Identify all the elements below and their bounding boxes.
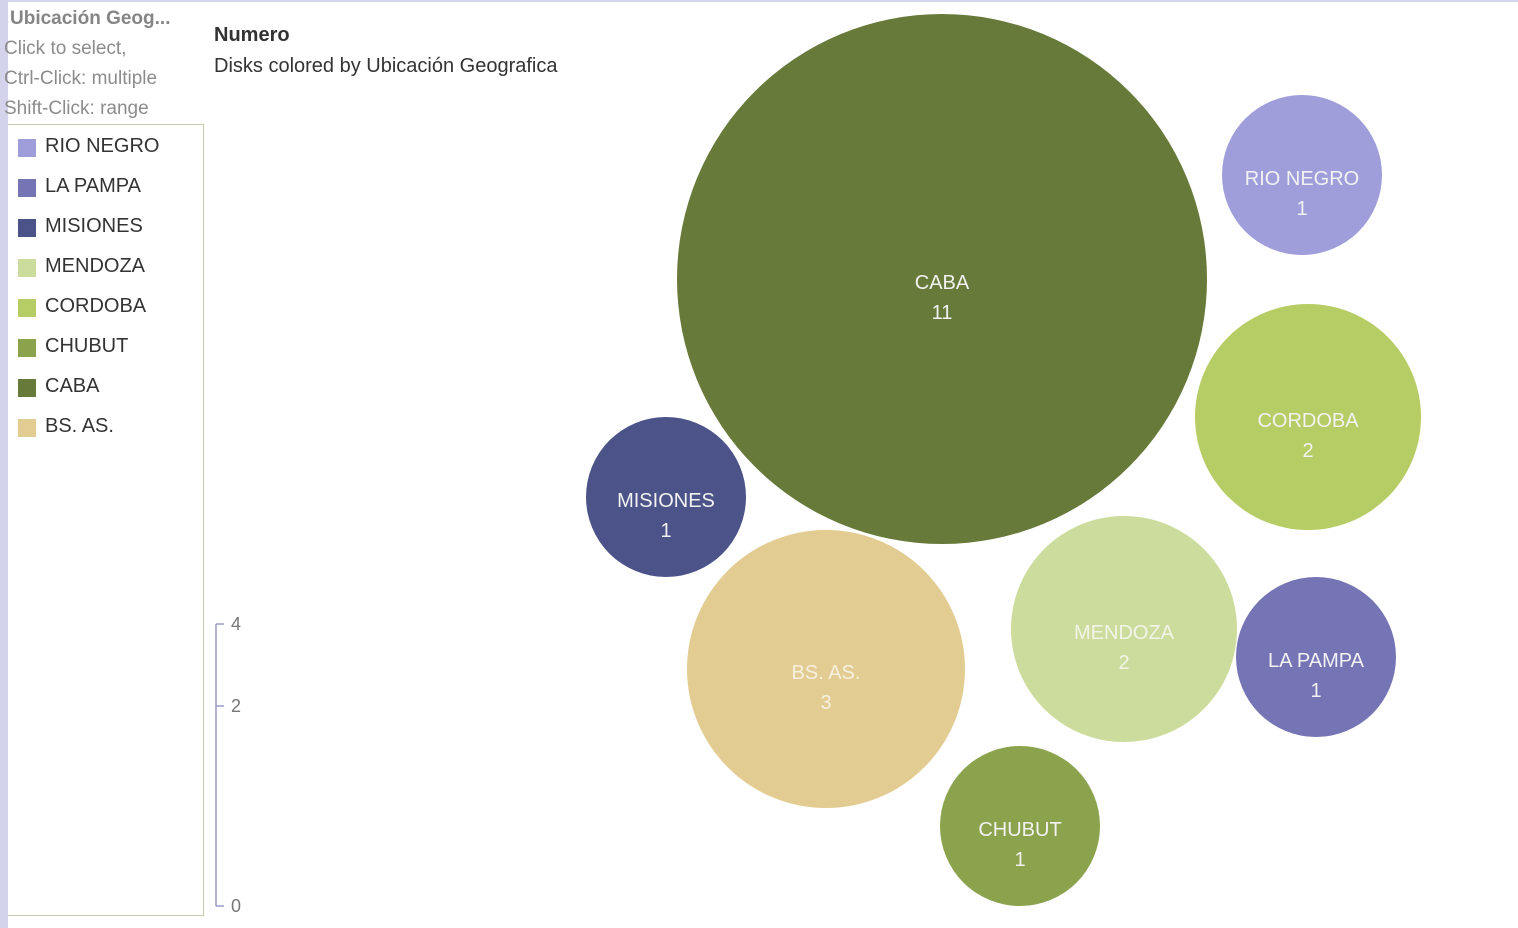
legend-help-click: Click to select, [4, 38, 127, 59]
legend-swatch [18, 179, 36, 197]
bubble-disk[interactable] [687, 530, 965, 808]
bubble-la-pampa[interactable]: LA PAMPA 1 [1236, 577, 1396, 737]
legend-swatch [18, 139, 36, 157]
bubble-disk[interactable] [1011, 516, 1237, 742]
size-scale: 4 2 0 [215, 614, 241, 916]
bubble-chubut[interactable]: CHUBUT 1 [940, 746, 1100, 906]
size-scale-label: 0 [231, 896, 241, 916]
bubble-value-label: 1 [1310, 680, 1321, 702]
legend-item-label: CABA [45, 375, 100, 397]
legend-list-box [8, 124, 204, 916]
bubble-name-label: MISIONES [617, 490, 715, 512]
legend-swatch [18, 219, 36, 237]
legend-title: Ubicación Geog... [10, 8, 171, 29]
legend-help-ctrl: Ctrl-Click: multiple [4, 68, 158, 89]
bubble-value-label: 11 [932, 302, 953, 324]
bubble-value-label: 1 [660, 520, 671, 542]
size-scale-label: 2 [231, 696, 241, 716]
legend-item-label: MISIONES [45, 215, 143, 237]
bubble-disk[interactable] [1222, 95, 1382, 255]
bubble-value-label: 1 [1014, 849, 1025, 871]
size-scale-label: 4 [231, 614, 241, 634]
bubble-misiones[interactable]: MISIONES 1 [586, 417, 746, 577]
legend-swatch [18, 419, 36, 437]
bubble-value-label: 3 [820, 692, 831, 714]
window-top-edge [0, 0, 1518, 2]
legend-item-label: LA PAMPA [45, 175, 141, 197]
bubble-name-label: LA PAMPA [1268, 650, 1365, 672]
legend-item-label: CORDOBA [45, 295, 147, 317]
bubble-disk[interactable] [677, 14, 1207, 544]
bubble-value-label: 1 [1296, 198, 1307, 220]
bubble-rio-negro[interactable]: RIO NEGRO 1 [1222, 95, 1382, 255]
legend-item-label: BS. AS. [45, 415, 114, 437]
bubble-mendoza[interactable]: MENDOZA 2 [1011, 516, 1237, 742]
bubble-bs-as[interactable]: BS. AS. 3 [687, 530, 965, 808]
bubble-disk[interactable] [1195, 304, 1421, 530]
chart-subtitle: Disks colored by Ubicación Geografica [214, 55, 558, 77]
bubble-name-label: CHUBUT [978, 819, 1061, 841]
bubble-value-label: 2 [1302, 440, 1313, 462]
window-left-edge [0, 0, 8, 928]
chart-title: Numero [214, 24, 290, 46]
legend-swatch [18, 259, 36, 277]
bubble-name-label: RIO NEGRO [1245, 168, 1359, 190]
bubble-disk[interactable] [586, 417, 746, 577]
legend-item-label: MENDOZA [45, 255, 145, 277]
bubble-disk[interactable] [1236, 577, 1396, 737]
legend-swatch [18, 339, 36, 357]
bubble-caba[interactable]: CABA 11 [677, 14, 1207, 544]
legend-item-label: RIO NEGRO [45, 135, 160, 157]
legend-swatch [18, 379, 36, 397]
legend-swatch [18, 299, 36, 317]
bubble-name-label: CORDOBA [1257, 410, 1359, 432]
legend-item-label: CHUBUT [45, 335, 129, 357]
legend-help-shift: Shift-Click: range [4, 98, 149, 119]
bubble-name-label: MENDOZA [1074, 622, 1175, 644]
bubble-disk[interactable] [940, 746, 1100, 906]
bubble-name-label: CABA [915, 272, 970, 294]
bubble-name-label: BS. AS. [792, 662, 861, 684]
bubble-value-label: 2 [1118, 652, 1129, 674]
bubble-cordoba[interactable]: CORDOBA 2 [1195, 304, 1421, 530]
